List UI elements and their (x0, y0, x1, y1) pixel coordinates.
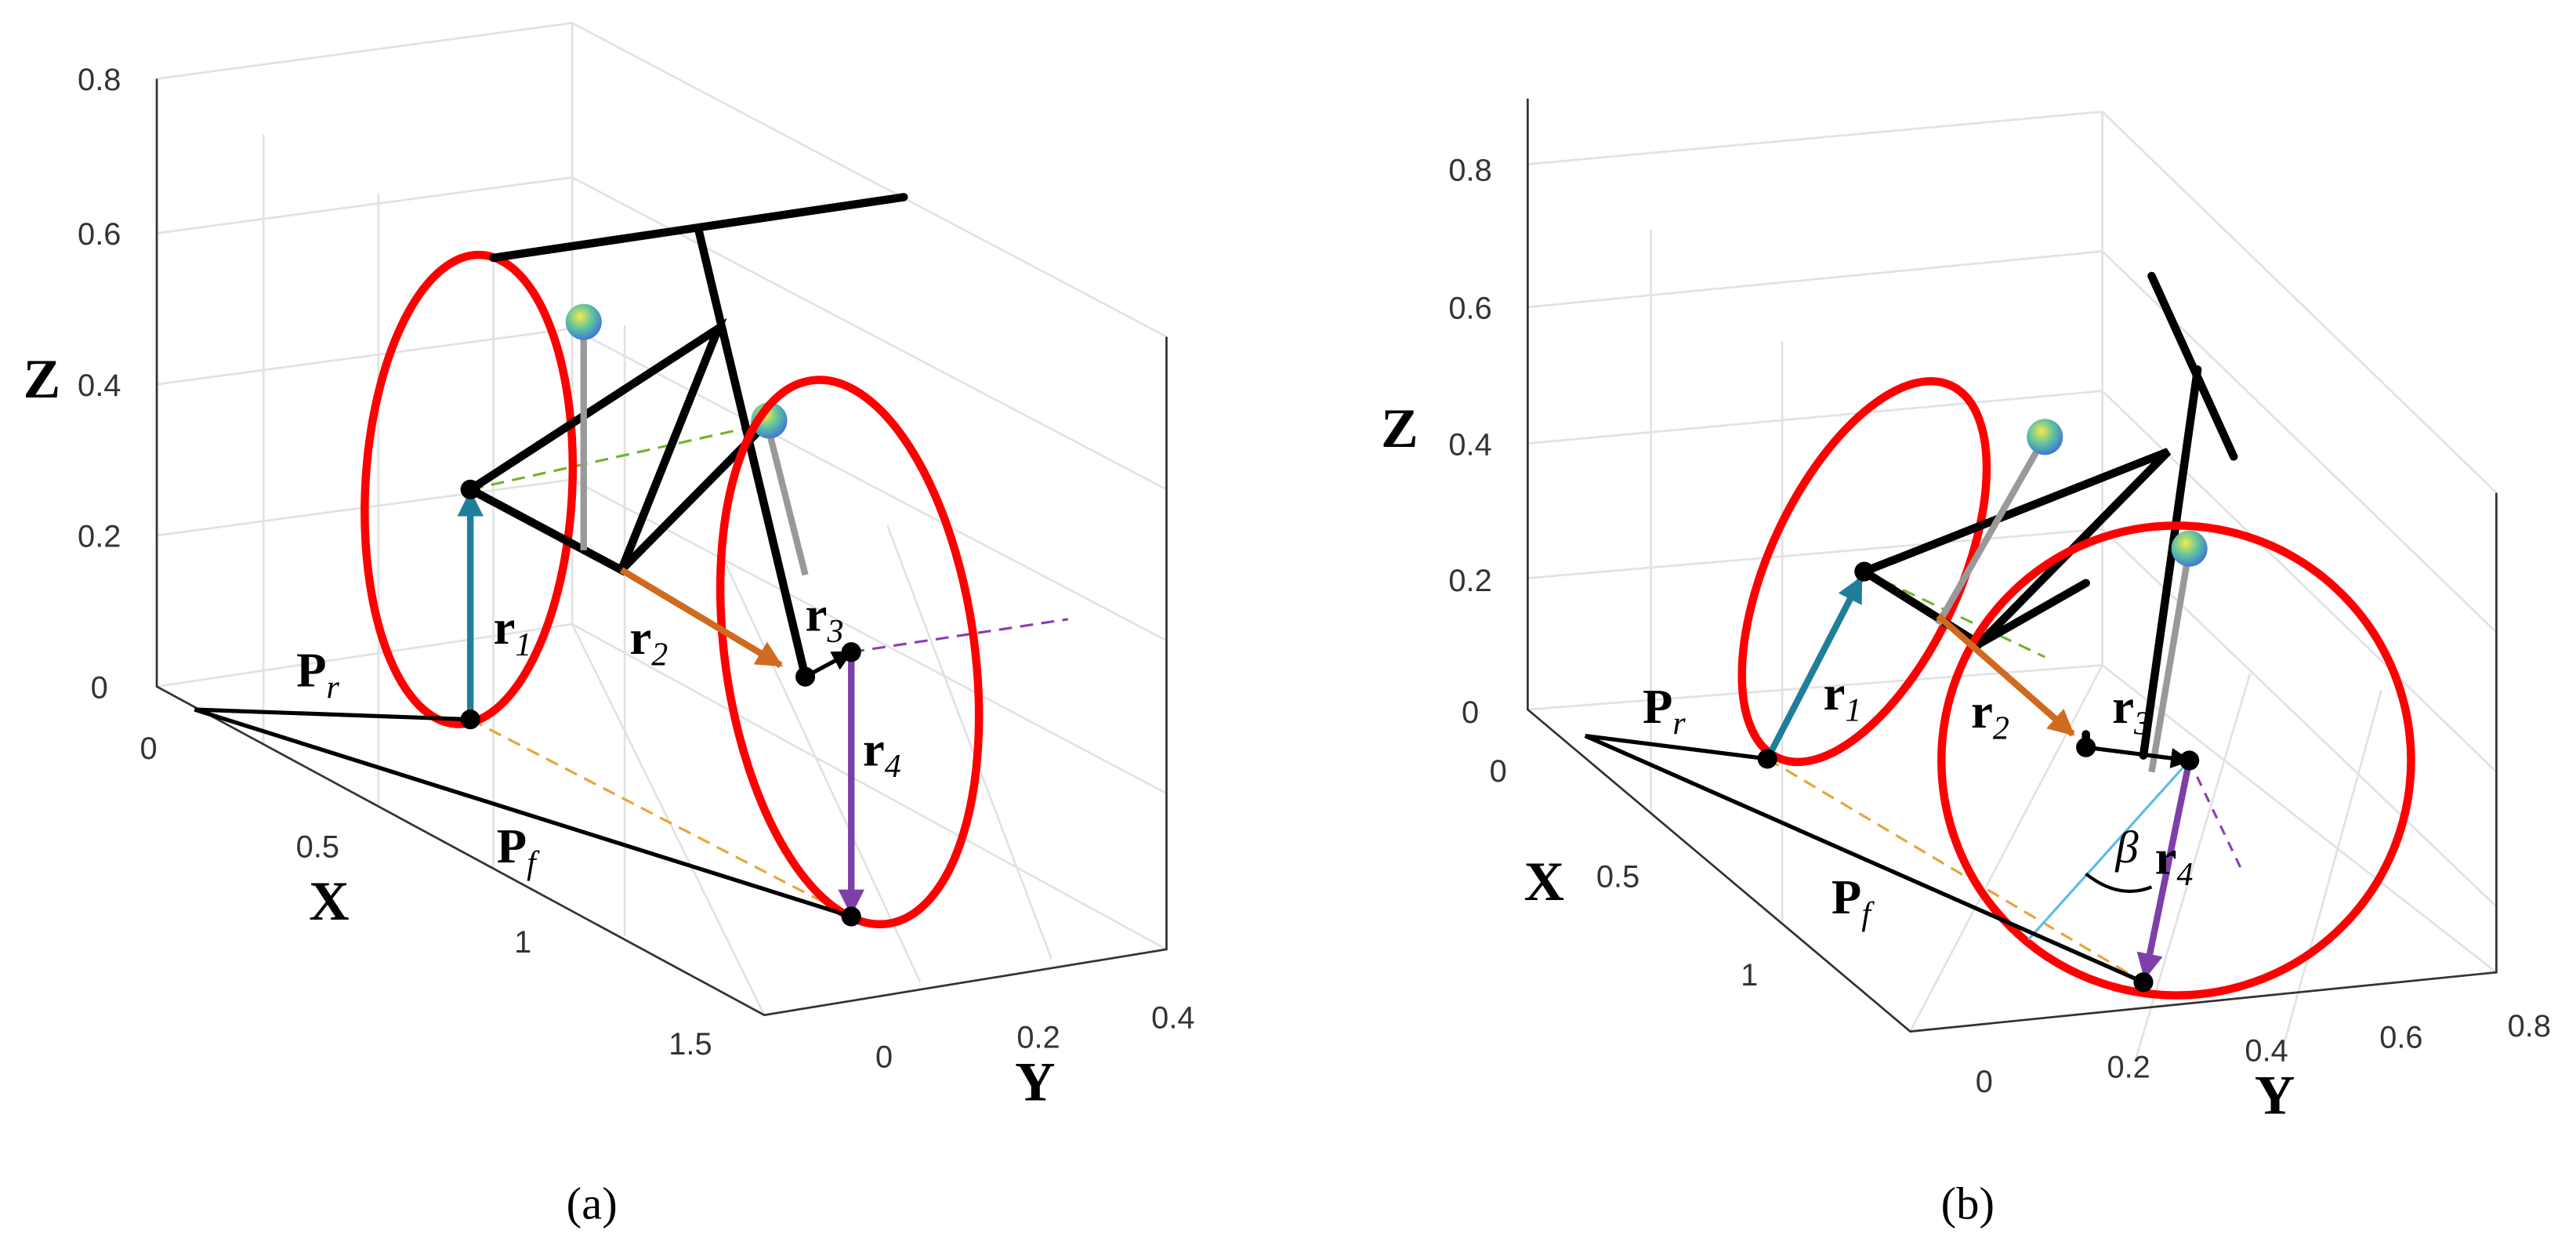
vector-label: r3 (2112, 679, 2150, 742)
vector-label: r2 (1971, 684, 2009, 747)
y-tick-label: 0.4 (1151, 1000, 1194, 1035)
vector-subscript: 1 (1845, 693, 1861, 729)
vector-subscript: 3 (2133, 706, 2150, 742)
vector-symbol: P (1831, 869, 1861, 924)
vector-label: r3 (806, 586, 844, 650)
z-tick-label: 0.8 (78, 63, 121, 97)
z-axis-label: Z (1381, 398, 1418, 459)
z-tick-label: 0.2 (1448, 564, 1491, 598)
x-tick-label: 1.5 (668, 1027, 712, 1062)
vector-label: Pr (1643, 679, 1686, 742)
y-tick-label: 0.2 (1016, 1021, 1060, 1055)
z-tick-label: 0.2 (78, 520, 121, 554)
vector-label: r4 (2155, 830, 2194, 894)
y-axis-label: Y (2255, 1065, 2295, 1126)
x-tick-label: 1 (1741, 958, 1758, 993)
vector-subscript: 4 (2177, 857, 2194, 893)
x-axis-label: X (1524, 851, 1564, 913)
caption: (b) (1941, 1178, 1994, 1229)
vector-label: r1 (494, 600, 532, 663)
vector-symbol: P (1643, 679, 1672, 734)
z-tick-label: 0.8 (1448, 153, 1491, 187)
vector-subscript: 4 (885, 749, 901, 785)
y-tick-label: 0.4 (2244, 1033, 2288, 1068)
vector-subscript: f (527, 846, 540, 882)
axes-box-a (155, 21, 1168, 1017)
vector-subscript: r (327, 670, 340, 706)
vector-label: r1 (1823, 666, 1861, 729)
x-tick-label: 0 (1490, 754, 1507, 789)
angle-label: β (2114, 822, 2139, 873)
y-axis-label: Y (1015, 1052, 1055, 1113)
x-tick-label: 1 (514, 925, 531, 960)
vector-symbol: r (806, 586, 828, 641)
z-tick-label: 0.6 (78, 217, 121, 252)
vector-symbol: r (1971, 684, 1993, 739)
z-tick-label: 0 (1462, 695, 1479, 730)
vector-symbol: r (2155, 830, 2177, 885)
vector-symbol: r (629, 610, 651, 665)
vector-subscript: 2 (1993, 711, 2009, 747)
vector-symbol: r (1823, 666, 1845, 721)
y-tick-label: 0.6 (2379, 1021, 2422, 1055)
vector-subscript: r (1672, 706, 1686, 742)
x-axis-label: X (309, 871, 349, 932)
vector-symbol: r (2112, 679, 2134, 734)
bike-b (1584, 271, 2415, 1000)
x-tick-label: 0.5 (296, 830, 339, 865)
vector-label: Pf (1831, 869, 1875, 933)
x-tick-label: 0.5 (1596, 859, 1639, 894)
z-tick-label: 0.4 (1448, 427, 1491, 462)
vector-symbol: P (296, 643, 326, 698)
vector-subscript: 2 (651, 637, 668, 673)
vector-subscript: f (1861, 896, 1875, 932)
vector-symbol: P (497, 819, 527, 873)
vector-label: r2 (629, 610, 668, 673)
y-tick-label: 0.8 (2508, 1009, 2551, 1044)
x-tick-label: 0 (140, 731, 158, 766)
vector-symbol: r (863, 721, 885, 776)
axes-box-b (1527, 98, 2498, 1062)
vector-label: r4 (863, 721, 901, 785)
y-tick-label: 0.2 (2107, 1050, 2150, 1084)
vector-label: Pr (296, 643, 339, 706)
vector-label: Pf (497, 819, 540, 882)
vector-symbol: r (494, 600, 516, 655)
y-tick-label: 0 (1976, 1065, 1993, 1099)
vector-subscript: 3 (826, 614, 843, 650)
z-tick-label: 0 (91, 670, 108, 705)
z-tick-label: 0.4 (78, 368, 121, 403)
z-tick-label: 0.6 (1448, 291, 1491, 325)
bike-a (194, 193, 1069, 929)
vector-subscript: 1 (515, 627, 531, 663)
y-tick-label: 0 (875, 1040, 893, 1075)
z-axis-label: Z (24, 349, 61, 410)
caption: (a) (567, 1178, 618, 1229)
